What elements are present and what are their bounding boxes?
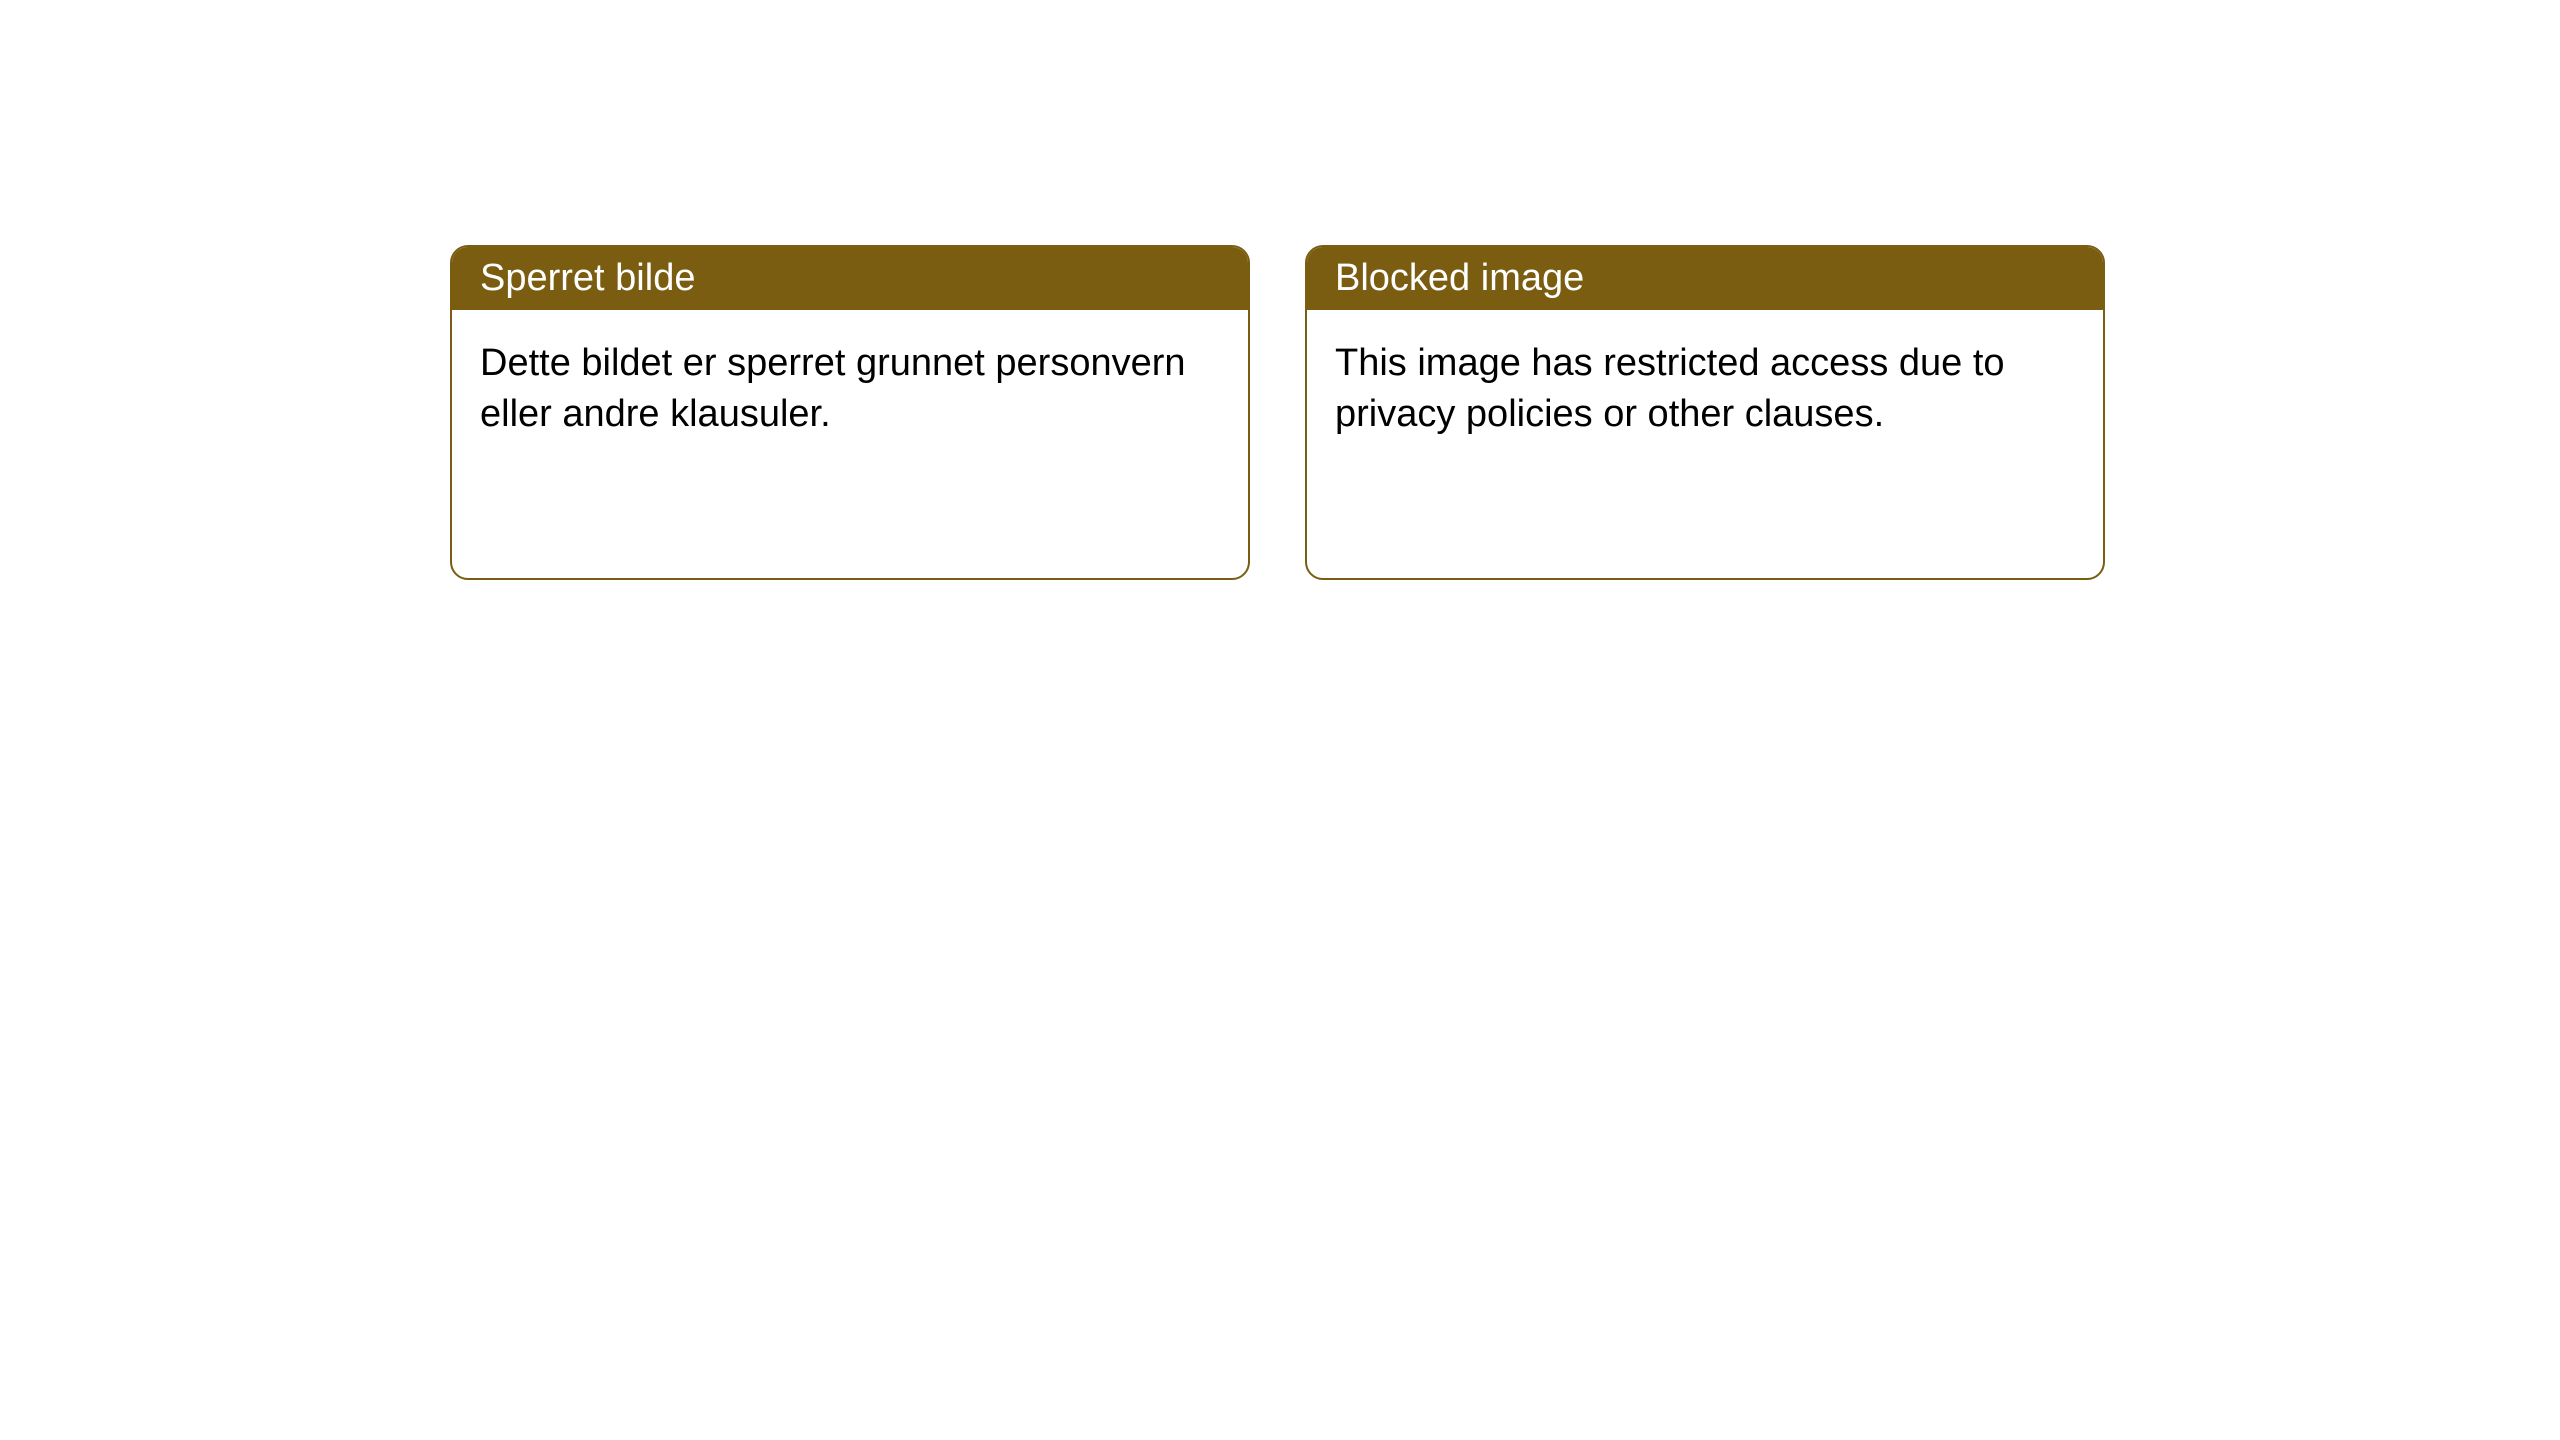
card-body-text: Dette bildet er sperret grunnet personve… bbox=[480, 342, 1186, 435]
card-body: Dette bildet er sperret grunnet personve… bbox=[452, 310, 1248, 469]
card-body-text: This image has restricted access due to … bbox=[1335, 342, 2005, 435]
card-header: Blocked image bbox=[1307, 247, 2103, 310]
blocked-image-notices: Sperret bilde Dette bildet er sperret gr… bbox=[450, 245, 2105, 580]
card-header: Sperret bilde bbox=[452, 247, 1248, 310]
blocked-image-card-en: Blocked image This image has restricted … bbox=[1305, 245, 2105, 580]
blocked-image-card-no: Sperret bilde Dette bildet er sperret gr… bbox=[450, 245, 1250, 580]
card-title: Sperret bilde bbox=[480, 257, 695, 299]
card-title: Blocked image bbox=[1335, 257, 1584, 299]
card-body: This image has restricted access due to … bbox=[1307, 310, 2103, 469]
